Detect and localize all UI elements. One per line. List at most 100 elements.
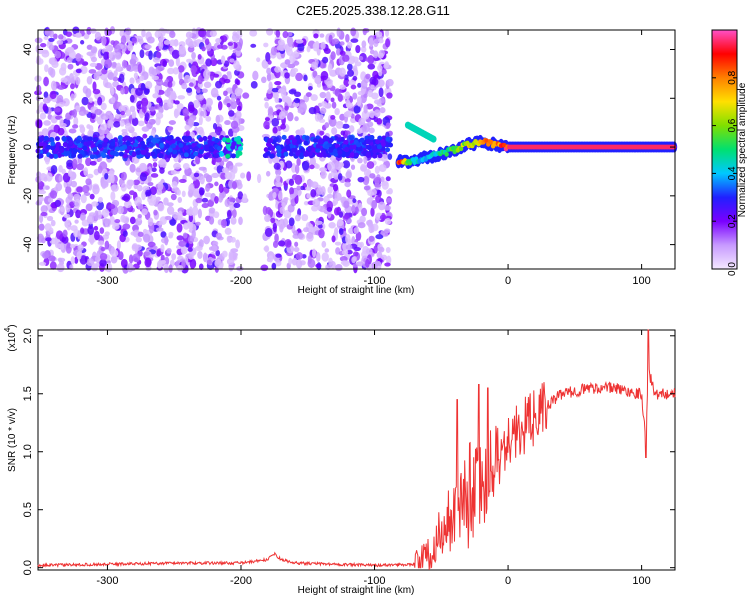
spectrogram-cell [58,34,64,40]
spectrogram-cell [120,35,127,45]
spectrogram-cell [132,112,137,119]
spectrogram-band-cell [285,138,291,144]
spectrogram-cell [37,180,45,190]
spectrogram-cell [87,225,95,236]
spectrogram-cell [308,226,314,233]
spectrogram-cell [386,255,392,265]
spectrogram-cell [216,95,222,101]
spectrogram-cell [101,35,107,46]
spectrogram-cell [277,240,286,247]
spectrogram-cell [197,53,202,60]
spectrogram-cell [177,210,183,221]
spectrogram-cell [249,29,258,37]
spectrogram-cell [275,173,281,183]
spectrogram-cell [171,181,178,189]
spectrogram-cell [223,60,230,68]
spectrogram-cell [148,106,156,112]
spectrogram-cell [36,119,43,129]
spectrogram-cell [330,115,336,120]
spectrogram-cell [346,63,353,71]
spectrogram-cell [330,97,335,103]
spectrogram-band-cell [296,139,302,145]
spectrogram-cell [113,70,118,77]
spectrogram-cell [203,81,212,89]
spectrogram-cell [326,80,333,89]
spectrogram-cell [294,164,300,174]
spectrogram-cell [86,258,95,267]
spectrogram-cell [336,27,341,37]
spectrogram-cell [157,202,165,212]
spectrogram-cell [121,128,128,133]
spectrogram-cell [386,92,393,99]
spectrogram-band-cell [366,144,372,150]
spectrogram-cell [110,255,118,264]
spectrogram-cell [287,98,292,107]
snr-x-axis: -300 -200 -100 0 100 [96,330,651,587]
spectrogram-cell [263,120,270,130]
spectrogram-cell [126,64,132,72]
spectrogram-cell [49,190,58,199]
spectrogram-cell [377,38,384,44]
spectrogram-cell [352,255,357,262]
spectrogram-cell [231,252,239,257]
spectrogram-cell [198,28,207,38]
spectrogram-cell [274,97,280,103]
spectrogram-cell [168,231,174,237]
spectrogram-cell [356,96,362,104]
spectrogram-band-cell [236,139,242,145]
spectrogram-cell [85,203,93,212]
spectrogram-cell [177,65,185,73]
spectrogram-cell [75,76,81,86]
spectrogram-cell [201,88,208,94]
spectrogram-cell [282,217,289,228]
spectrogram-cell [272,92,279,99]
spectrogram-cell [143,251,151,256]
spectrogram-band-cell [122,153,128,159]
spectrogram-cell [345,244,353,251]
spectrogram-cell [69,243,76,249]
spectrogram-cell [86,214,95,225]
snr-y-scale-label: (x104) [3,324,18,351]
spectrogram-cell [54,199,62,207]
spectrogram-band-cell [89,154,95,160]
spectrogram-cell [67,169,73,177]
spectrogram-cell [342,160,351,169]
spectrogram-cell [57,127,65,136]
spectrogram-cell [99,227,105,234]
spectrogram-band-cell [110,141,116,147]
spectrogram-cell [215,249,220,257]
spectrogram-cell [160,254,165,261]
spectrogram-band-cell [209,147,215,153]
spectrogram-cell [158,158,167,169]
spectrogram-cell [362,28,367,36]
spectrogram-cell [301,160,310,171]
spectrogram-cell [65,203,71,213]
spectrogram-cell [198,166,207,171]
spectrogram-cell [327,63,333,73]
spectrogram-cell [272,191,277,199]
spectrogram-cell [197,126,204,135]
spectrogram-band-cell [55,141,61,147]
spectrogram-cell [56,94,64,104]
spectrogram-cell [59,122,67,128]
spectrogram-band-cell [230,153,236,159]
spectrogram-cell [48,44,55,51]
spectrogram-cell [365,57,373,62]
spectrogram-band-cell [65,150,71,156]
spectrogram-cell [43,76,49,87]
spectrogram-cell [156,97,163,104]
spectrogram-cell [117,205,124,215]
spectrogram-band-cell [39,136,45,142]
spectrogram-band-cell [140,149,146,155]
spectrogram-cell [284,59,291,65]
spectrogram-band-cell [262,153,268,159]
spectrogram-band-cell [100,152,106,158]
spectrogram-band-cell [43,135,49,141]
spectrogram-cell [192,179,200,189]
spectrogram-cell [79,255,88,265]
spectrogram-cell [385,29,390,37]
spectrogram-cell [184,124,191,131]
spectrogram-band-cell [183,137,189,143]
spectrogram-band-cell [315,147,321,153]
spectrogram-cell [123,200,132,209]
